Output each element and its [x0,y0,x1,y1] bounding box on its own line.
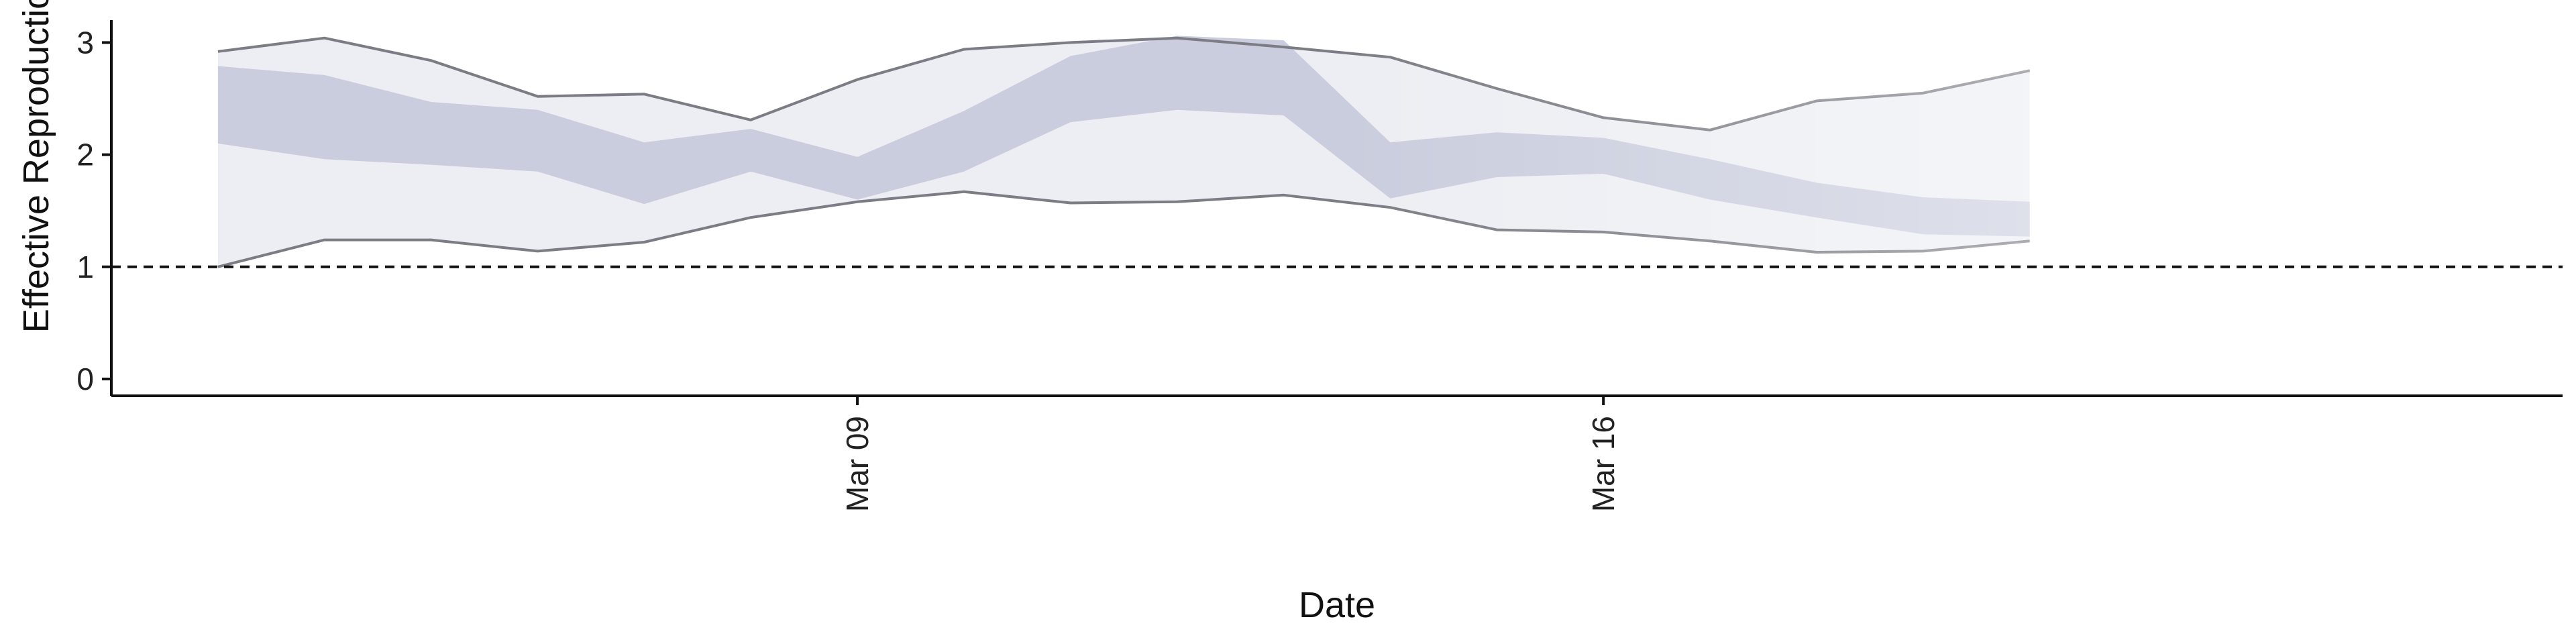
y-tick-label: 3 [76,25,94,60]
interval_90-upper-line [217,36,2031,131]
interval-boundary-lines [217,36,2031,268]
x-axis-title: Date [1299,585,1375,625]
x-tick-label: Mar 09 [840,416,875,512]
credible-interval-bands [217,36,2030,267]
chart-axes: 0 1 2 3 Mar 09 Mar 16 [76,20,2563,512]
y-tick-label: 0 [76,362,94,396]
band-interval_50 [217,36,2030,237]
y-tick-label: 1 [76,250,94,284]
y-tick-label: 2 [76,138,94,172]
x-tick-label: Mar 16 [1586,416,1621,512]
y-axis-title: Effective Reproduction no. [16,0,56,333]
band-interval_90 [217,38,2030,267]
interval_90-lower-line [217,190,2030,268]
